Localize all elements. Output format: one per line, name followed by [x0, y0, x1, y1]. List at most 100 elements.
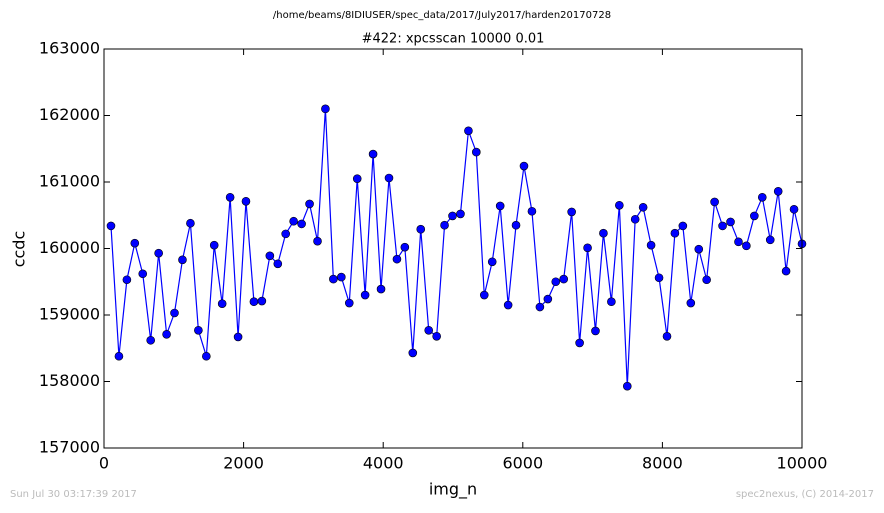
data-point — [678, 221, 688, 231]
suptitle: /home/beams/8IDIUSER/spec_data/2017/July… — [273, 10, 611, 21]
data-point — [209, 240, 219, 250]
data-point — [376, 284, 386, 294]
data-point — [281, 229, 290, 239]
data-point — [162, 329, 171, 339]
data-point — [615, 200, 624, 210]
data-point — [154, 248, 163, 258]
data-point — [472, 147, 481, 157]
data-point — [344, 298, 354, 308]
data-point — [575, 338, 584, 348]
data-point — [368, 149, 378, 159]
data-point — [495, 201, 505, 211]
data-point — [662, 331, 672, 341]
data-point — [591, 326, 600, 336]
data-point — [789, 204, 799, 214]
plot-frame — [103, 48, 803, 449]
data-point — [217, 299, 227, 308]
y-tick-label: 160000 — [39, 238, 100, 257]
data-point — [487, 257, 497, 267]
data-point — [130, 238, 140, 248]
data-point — [329, 274, 338, 284]
data-point — [551, 277, 561, 287]
data-point — [186, 218, 195, 228]
data-point — [599, 228, 608, 238]
y-tick-label: 162000 — [39, 105, 100, 124]
y-tick-label: 163000 — [39, 39, 100, 58]
data-point — [122, 275, 132, 285]
data-point — [146, 335, 155, 345]
y-axis-label: ccdc — [10, 231, 29, 268]
footer-left: Sun Jul 30 03:17:39 2017 — [10, 489, 137, 500]
data-point — [456, 209, 465, 219]
data-point — [265, 251, 275, 261]
y-tick-label: 157000 — [39, 438, 100, 457]
footer-right: spec2nexus, (C) 2014-2017 — [736, 489, 874, 500]
data-point — [448, 211, 457, 221]
data-point — [503, 300, 513, 310]
data-point — [321, 104, 330, 114]
data-point — [630, 214, 640, 224]
x-tick-label: 2000 — [223, 454, 264, 473]
x-tick-label: 6000 — [502, 454, 543, 473]
data-point — [765, 235, 775, 245]
data-point — [583, 243, 592, 253]
data-point — [464, 126, 473, 136]
data-point — [511, 220, 521, 230]
data-point — [408, 348, 418, 358]
data-point — [289, 216, 298, 226]
data-point — [170, 308, 179, 318]
data-point — [178, 255, 187, 265]
data-point — [273, 259, 283, 269]
data-point — [742, 241, 751, 251]
data-point — [313, 236, 322, 246]
x-tick-label: 0 — [99, 454, 109, 473]
data-point — [360, 290, 370, 300]
data-point — [384, 173, 394, 183]
data-point — [694, 244, 704, 254]
data-point — [519, 161, 529, 171]
data-point — [638, 202, 648, 212]
data-point — [646, 240, 656, 250]
y-tick-label: 158000 — [39, 371, 100, 390]
chart-title: #422: xpcsscan 10000 0.01 — [362, 32, 545, 47]
data-point — [400, 242, 410, 252]
data-point — [202, 351, 211, 361]
data-point — [773, 187, 783, 196]
data-point — [686, 298, 696, 308]
data-point — [726, 217, 735, 227]
data-point — [114, 351, 124, 361]
data-point — [424, 325, 434, 335]
data-point — [781, 266, 791, 276]
data-point — [352, 174, 362, 183]
data-point — [337, 272, 346, 282]
data-point — [757, 192, 767, 202]
data-point — [138, 269, 148, 279]
y-tick-label: 159000 — [39, 305, 100, 324]
data-point — [654, 273, 664, 283]
y-tick-label: 161000 — [39, 172, 100, 191]
data-point — [440, 220, 449, 230]
data-point — [106, 221, 116, 231]
data-point — [416, 224, 426, 234]
data-point — [305, 199, 314, 209]
data-point — [607, 297, 616, 307]
data-point — [392, 254, 402, 264]
data-point — [241, 196, 251, 206]
data-point — [567, 207, 576, 217]
data-point — [225, 192, 235, 202]
x-tick-label: 8000 — [642, 454, 683, 473]
data-point — [257, 296, 267, 306]
data-point — [233, 332, 243, 342]
data-point — [734, 237, 743, 247]
data-point — [670, 228, 680, 238]
data-point — [432, 331, 441, 341]
data-point — [622, 381, 632, 391]
data-point — [702, 275, 711, 285]
data-point — [710, 197, 719, 207]
data-point — [527, 206, 537, 216]
x-axis-label: img_n — [429, 480, 477, 500]
data-point — [750, 211, 759, 221]
x-tick-label: 4000 — [363, 454, 404, 473]
data-point — [249, 297, 259, 307]
